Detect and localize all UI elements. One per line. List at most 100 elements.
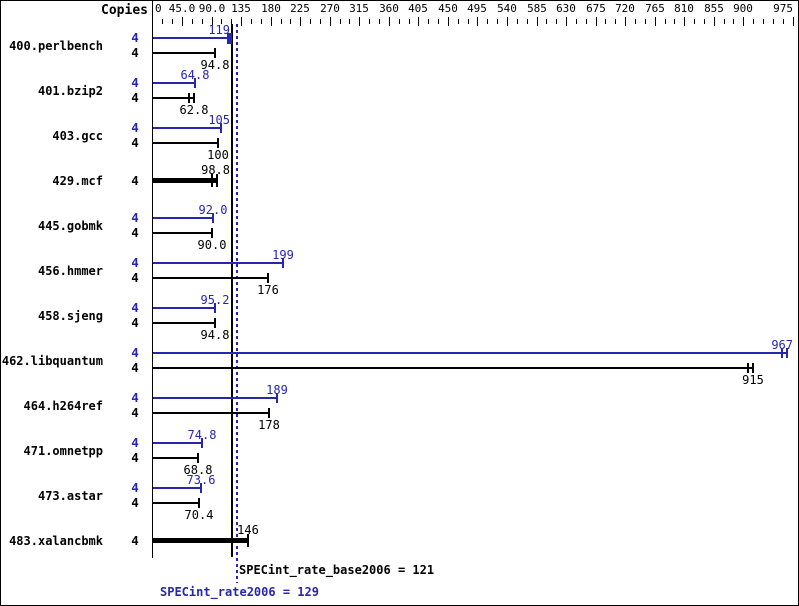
axis-tick — [517, 19, 518, 24]
axis-tick-label: 900 — [733, 2, 753, 15]
axis-tick — [192, 19, 193, 24]
bar-peak — [153, 442, 202, 444]
axis-tick — [753, 19, 754, 24]
axis-tick — [349, 19, 350, 24]
bar-value-label: 178 — [258, 418, 280, 432]
bar-value-label: 105 — [208, 113, 230, 127]
axis-tick — [704, 19, 705, 24]
axis-tick-label: 765 — [645, 2, 665, 15]
axis-tick — [605, 19, 606, 24]
bar-base — [153, 502, 199, 504]
axis-tick — [399, 19, 400, 24]
copies-header: Copies — [101, 3, 148, 18]
bar-cap — [214, 48, 216, 58]
axis-tick — [487, 19, 488, 24]
bar-cap — [276, 393, 278, 403]
benchmark-label: 462.libquantum — [1, 354, 103, 368]
bar-base — [153, 412, 269, 414]
copies-value: 4 — [131, 135, 139, 150]
axis-tick — [172, 19, 173, 24]
bar-base — [153, 538, 248, 543]
copies-value: 4 — [131, 30, 139, 45]
copies-value: 4 — [131, 173, 139, 188]
axis-tick-label: 450 — [438, 2, 458, 15]
axis-tick — [379, 19, 380, 24]
bar-value-label: 92.0 — [198, 203, 228, 217]
axis-tick — [290, 19, 291, 24]
bar-base — [153, 277, 268, 279]
bar-value-label: 189 — [266, 383, 288, 397]
bar-peak — [153, 487, 201, 489]
bar-peak — [153, 352, 787, 354]
copies-value: 4 — [131, 120, 139, 135]
copies-value: 4 — [131, 75, 139, 90]
bar-peak — [153, 82, 195, 84]
bar-base — [153, 52, 215, 54]
axis-tick-label: 405 — [408, 2, 428, 15]
axis-tick — [724, 19, 725, 24]
bar-value-label: 100 — [207, 148, 229, 162]
axis-tick-label: 720 — [615, 2, 635, 15]
bar-peak — [153, 397, 277, 399]
axis-tick — [182, 17, 183, 26]
bar-value-label: 70.4 — [184, 508, 214, 522]
axis-tick — [231, 19, 232, 24]
axis-tick — [576, 19, 577, 24]
benchmark-label: 473.astar — [37, 489, 103, 503]
bar-value-label: 68.8 — [183, 463, 213, 477]
axis-tick — [202, 19, 203, 24]
axis-tick — [615, 19, 616, 24]
axis-tick — [507, 17, 508, 26]
bar-cap — [216, 174, 218, 187]
axis-tick — [566, 17, 567, 26]
bar-cap — [267, 273, 269, 283]
copies-value: 4 — [131, 315, 139, 330]
axis-tick-label: 975 — [773, 2, 793, 15]
axis-tick — [409, 19, 410, 24]
benchmark-label: 445.gobmk — [37, 219, 103, 233]
bar-cap — [214, 318, 216, 328]
axis-tick — [212, 17, 213, 26]
bar-value-label: 146 — [237, 523, 259, 537]
bar-cap — [247, 534, 249, 547]
benchmark-label: 403.gcc — [52, 129, 103, 143]
bar-base — [153, 142, 218, 144]
bar-cap — [282, 258, 284, 268]
bar-cap — [747, 363, 749, 373]
bar-value-label: 64.8 — [180, 68, 210, 82]
bar-base — [153, 322, 215, 324]
copies-value: 4 — [131, 90, 139, 105]
copies-value: 4 — [131, 480, 139, 495]
axis-tick — [271, 17, 272, 26]
axis-tick — [477, 17, 478, 26]
bar-base — [153, 178, 217, 183]
bar-peak — [153, 37, 231, 39]
bar-cap — [214, 303, 216, 313]
axis-tick — [428, 19, 429, 24]
axis-tick-label: 810 — [674, 2, 694, 15]
axis-tick — [241, 17, 242, 26]
axis-tick-label: 495 — [467, 2, 487, 15]
bar-cap — [188, 93, 190, 103]
bar-peak — [153, 217, 213, 219]
axis-tick — [556, 19, 557, 24]
bar-value-label: 176 — [257, 283, 279, 297]
axis-origin-line — [152, 1, 153, 558]
bar-peak — [153, 307, 215, 309]
bar-value-label: 915 — [742, 373, 764, 387]
axis-tick — [655, 17, 656, 26]
bar-value-label: 74.8 — [187, 428, 217, 442]
copies-value: 4 — [131, 210, 139, 225]
axis-tick-label: 0 — [155, 2, 162, 15]
bar-peak — [153, 127, 221, 129]
copies-value: 4 — [131, 390, 139, 405]
axis-tick — [359, 17, 360, 26]
copies-value: 4 — [131, 345, 139, 360]
axis-tick-label: 45.0 — [168, 2, 196, 15]
bar-cap — [212, 213, 214, 223]
bar-cap — [200, 483, 202, 493]
axis-tick — [586, 19, 587, 24]
axis-tick-label: 855 — [704, 2, 724, 15]
bar-value-label: 94.8 — [200, 328, 230, 342]
axis-tick — [665, 19, 666, 24]
